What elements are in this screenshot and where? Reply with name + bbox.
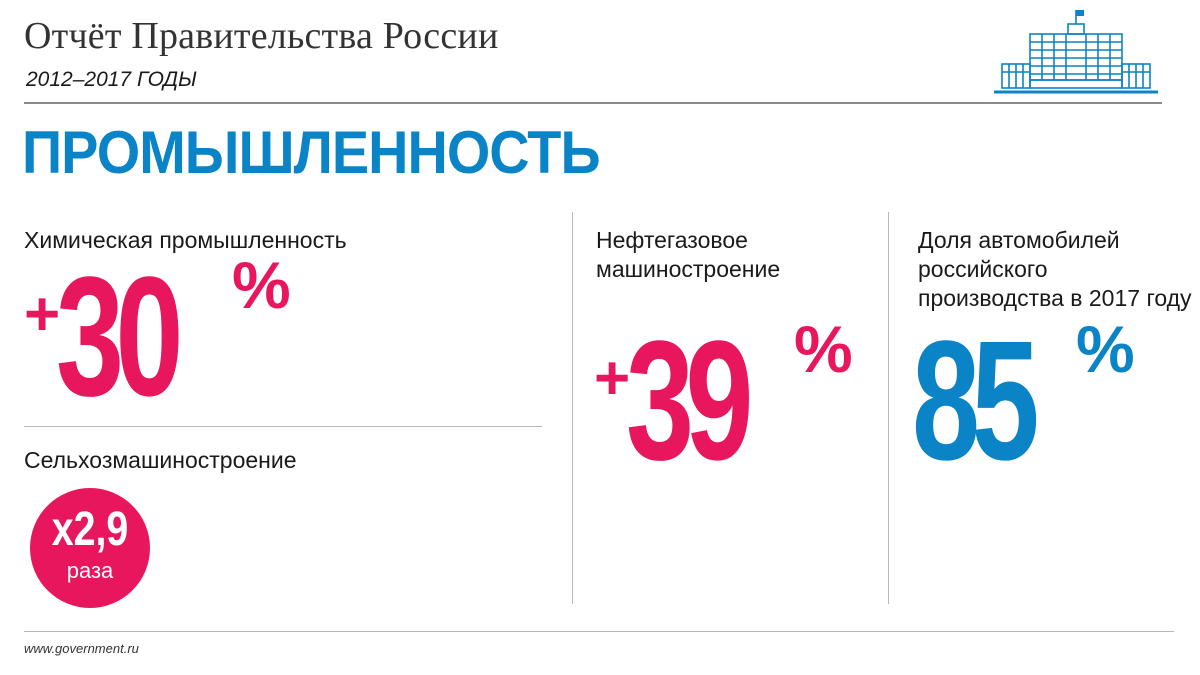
column-divider-1 bbox=[572, 212, 573, 604]
oil-gas-machinery-value: 39 bbox=[626, 306, 754, 496]
chemical-industry-stat: +30% bbox=[24, 242, 291, 432]
agri-machinery-badge: х2,9 раза bbox=[30, 488, 150, 608]
footer-divider bbox=[24, 631, 1174, 632]
chemical-industry-value: 30 bbox=[56, 242, 184, 432]
car-share-stat: 85% bbox=[912, 306, 1135, 496]
car-share-label-line-1: Доля автомобилей bbox=[918, 227, 1120, 253]
agri-machinery-label: Сельхозмашиностроение bbox=[24, 447, 297, 473]
car-share-value: 85 bbox=[912, 306, 1040, 496]
percent-sign: % bbox=[794, 312, 853, 386]
oil-gas-label-line-1: Нефтегазовое bbox=[596, 227, 748, 253]
percent-sign: % bbox=[1076, 312, 1135, 386]
car-share-label-line-3: производства в 2017 году bbox=[918, 285, 1192, 311]
agri-machinery-value: х2,9 bbox=[51, 503, 129, 556]
chemical-industry-label: Химическая промышленность bbox=[24, 227, 347, 253]
oil-gas-machinery-label: Нефтегазовое машиностроение bbox=[596, 226, 780, 284]
footer-url: www.government.ru bbox=[24, 641, 139, 656]
section-title: ПРОМЫШЛЕННОСТЬ bbox=[22, 119, 601, 186]
header-divider bbox=[24, 102, 1162, 104]
report-title: Отчёт Правительства России bbox=[24, 15, 499, 57]
plus-sign: + bbox=[24, 280, 61, 349]
report-period: 2012–2017 ГОДЫ bbox=[26, 68, 197, 91]
percent-sign: % bbox=[232, 248, 291, 322]
plus-sign: + bbox=[594, 344, 631, 413]
agri-machinery-unit: раза bbox=[66, 558, 114, 583]
oil-gas-label-line-2: машиностроение bbox=[596, 256, 781, 282]
government-building-icon bbox=[994, 10, 1158, 94]
car-share-label-line-2: российского bbox=[918, 256, 1048, 282]
column-divider-2 bbox=[888, 212, 889, 604]
car-share-label: Доля автомобилей российского производств… bbox=[918, 226, 1192, 313]
row-divider bbox=[24, 426, 542, 427]
oil-gas-machinery-stat: +39% bbox=[594, 306, 853, 496]
